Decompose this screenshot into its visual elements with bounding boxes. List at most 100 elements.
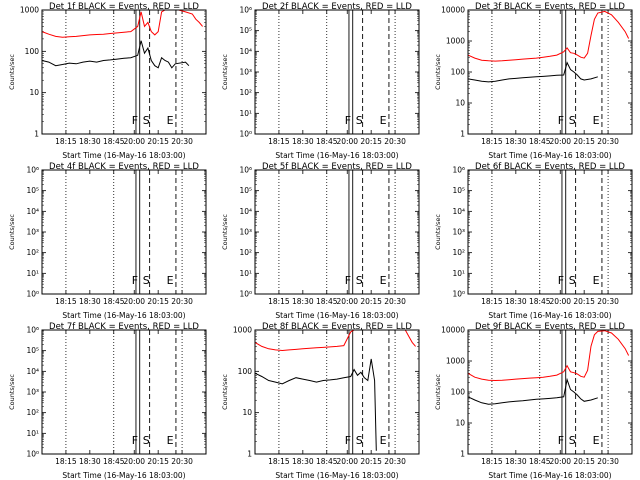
marker-s: S xyxy=(569,434,576,447)
y-tick-label: 10¹ xyxy=(239,109,252,118)
x-tick-label: 18:45 xyxy=(529,297,551,306)
det-panel-1: Det 1f BLACK = Events, RED = LLD Counts/s… xyxy=(8,2,207,160)
y-tick-label: 10³ xyxy=(26,228,39,237)
plot-frame xyxy=(254,169,420,295)
marker-s: S xyxy=(356,114,363,127)
x-tick-label: 18:30 xyxy=(505,297,527,306)
marker-s: S xyxy=(356,274,363,287)
y-axis-label: Counts/sec xyxy=(8,214,16,250)
y-tick-label: 10000 xyxy=(441,6,465,15)
x-axis-label: Start Time (16-May-16 18:03:00) xyxy=(275,151,398,160)
x-axis-label: Start Time (16-May-16 18:03:00) xyxy=(488,471,611,480)
y-tick-label: 10⁵ xyxy=(26,346,39,355)
marker-f: F xyxy=(345,434,351,447)
plot-frame xyxy=(41,169,207,295)
y-tick-label: 10⁵ xyxy=(452,186,465,195)
plot-frame xyxy=(467,169,633,295)
y-tick-label: 10 xyxy=(29,88,39,97)
y-tick-label: 10⁶ xyxy=(239,166,252,175)
marker-f: F xyxy=(132,274,138,287)
x-tick-label: 20:15 xyxy=(360,297,382,306)
y-tick-label: 10² xyxy=(239,88,252,97)
x-tick-label: 20:15 xyxy=(573,457,595,466)
plot-frame xyxy=(467,329,633,455)
plot-frame xyxy=(41,329,207,455)
y-tick-label: 10⁶ xyxy=(26,326,39,335)
x-tick-label: 20:15 xyxy=(360,137,382,146)
x-tick-label: 18:30 xyxy=(505,457,527,466)
x-tick-label: 20:15 xyxy=(147,297,169,306)
y-tick-label: 10¹ xyxy=(26,269,39,278)
det-panel-7: Det 7f BLACK = Events, RED = LLD Counts/s… xyxy=(8,322,207,480)
y-tick-label: 1000 xyxy=(446,357,465,366)
y-tick-label: 10² xyxy=(239,248,252,257)
y-axis-label: Counts/sec xyxy=(221,214,229,250)
x-tick-label: 20:30 xyxy=(597,297,619,306)
x-tick-label: 18:45 xyxy=(103,137,125,146)
x-axis-label: Start Time (16-May-16 18:03:00) xyxy=(275,471,398,480)
events-series-line xyxy=(41,40,190,69)
x-tick-label: 18:45 xyxy=(316,297,338,306)
det-panel-4: Det 4f BLACK = Events, RED = LLD Counts/s… xyxy=(8,162,207,320)
y-axis-label: Counts/sec xyxy=(221,54,229,90)
y-tick-label: 10⁵ xyxy=(239,26,252,35)
x-tick-label: 18:15 xyxy=(55,297,77,306)
y-tick-label: 1 xyxy=(460,130,465,139)
y-tick-label: 10³ xyxy=(26,388,39,397)
det-panel-5: Det 5f BLACK = Events, RED = LLD Counts/s… xyxy=(221,162,420,320)
y-tick-label: 1 xyxy=(460,450,465,459)
y-tick-label: 1000 xyxy=(233,326,252,335)
x-tick-label: 20:00 xyxy=(123,457,145,466)
lld-series-line xyxy=(41,9,203,38)
y-tick-label: 1000 xyxy=(20,6,39,15)
x-axis-label: Start Time (16-May-16 18:03:00) xyxy=(488,151,611,160)
marker-e: E xyxy=(167,114,174,127)
y-tick-label: 1 xyxy=(34,130,39,139)
x-tick-label: 20:15 xyxy=(573,137,595,146)
y-axis-label: Counts/sec xyxy=(434,214,442,250)
y-axis-label: Counts/sec xyxy=(434,374,442,410)
x-tick-label: 20:00 xyxy=(549,457,571,466)
panel-title: Det 2f BLACK = Events, RED = LLD xyxy=(262,2,412,12)
y-tick-label: 100 xyxy=(451,68,466,77)
x-tick-label: 18:45 xyxy=(529,137,551,146)
y-axis-label: Counts/sec xyxy=(8,54,16,90)
y-axis-label: Counts/sec xyxy=(8,374,16,410)
x-axis-label: Start Time (16-May-16 18:03:00) xyxy=(488,311,611,320)
panel-title: Det 1f BLACK = Events, RED = LLD xyxy=(49,2,199,12)
x-tick-label: 20:00 xyxy=(549,137,571,146)
x-axis-label: Start Time (16-May-16 18:03:00) xyxy=(62,151,185,160)
y-tick-label: 10000 xyxy=(441,326,465,335)
x-tick-label: 20:15 xyxy=(573,297,595,306)
y-tick-label: 10 xyxy=(242,408,252,417)
x-tick-label: 18:15 xyxy=(268,137,290,146)
y-tick-label: 10³ xyxy=(452,228,465,237)
x-tick-label: 18:15 xyxy=(481,137,503,146)
panel-title: Det 3f BLACK = Events, RED = LLD xyxy=(475,2,625,12)
y-tick-label: 10⁴ xyxy=(26,207,39,216)
x-tick-label: 18:45 xyxy=(529,457,551,466)
x-tick-label: 18:15 xyxy=(481,297,503,306)
marker-s: S xyxy=(143,114,150,127)
lld-series-line xyxy=(467,10,630,62)
y-tick-label: 1 xyxy=(247,450,252,459)
plot-frame xyxy=(41,9,207,135)
x-tick-label: 20:00 xyxy=(336,137,358,146)
x-tick-label: 20:30 xyxy=(384,457,406,466)
marker-e: E xyxy=(593,434,600,447)
y-tick-label: 10¹ xyxy=(26,429,39,438)
x-tick-label: 18:30 xyxy=(292,457,314,466)
marker-e: E xyxy=(380,114,387,127)
marker-s: S xyxy=(569,274,576,287)
x-tick-label: 18:30 xyxy=(79,137,101,146)
y-tick-label: 10⁴ xyxy=(26,367,39,376)
panel-title: Det 6f BLACK = Events, RED = LLD xyxy=(475,162,625,172)
marker-f: F xyxy=(558,114,564,127)
events-series-line xyxy=(254,358,377,451)
y-tick-label: 10¹ xyxy=(452,269,465,278)
det-panel-3: Det 3f BLACK = Events, RED = LLD Counts/s… xyxy=(434,2,633,160)
marker-f: F xyxy=(558,274,564,287)
x-tick-label: 18:30 xyxy=(292,297,314,306)
x-axis-label: Start Time (16-May-16 18:03:00) xyxy=(62,471,185,480)
x-tick-label: 20:30 xyxy=(597,137,619,146)
